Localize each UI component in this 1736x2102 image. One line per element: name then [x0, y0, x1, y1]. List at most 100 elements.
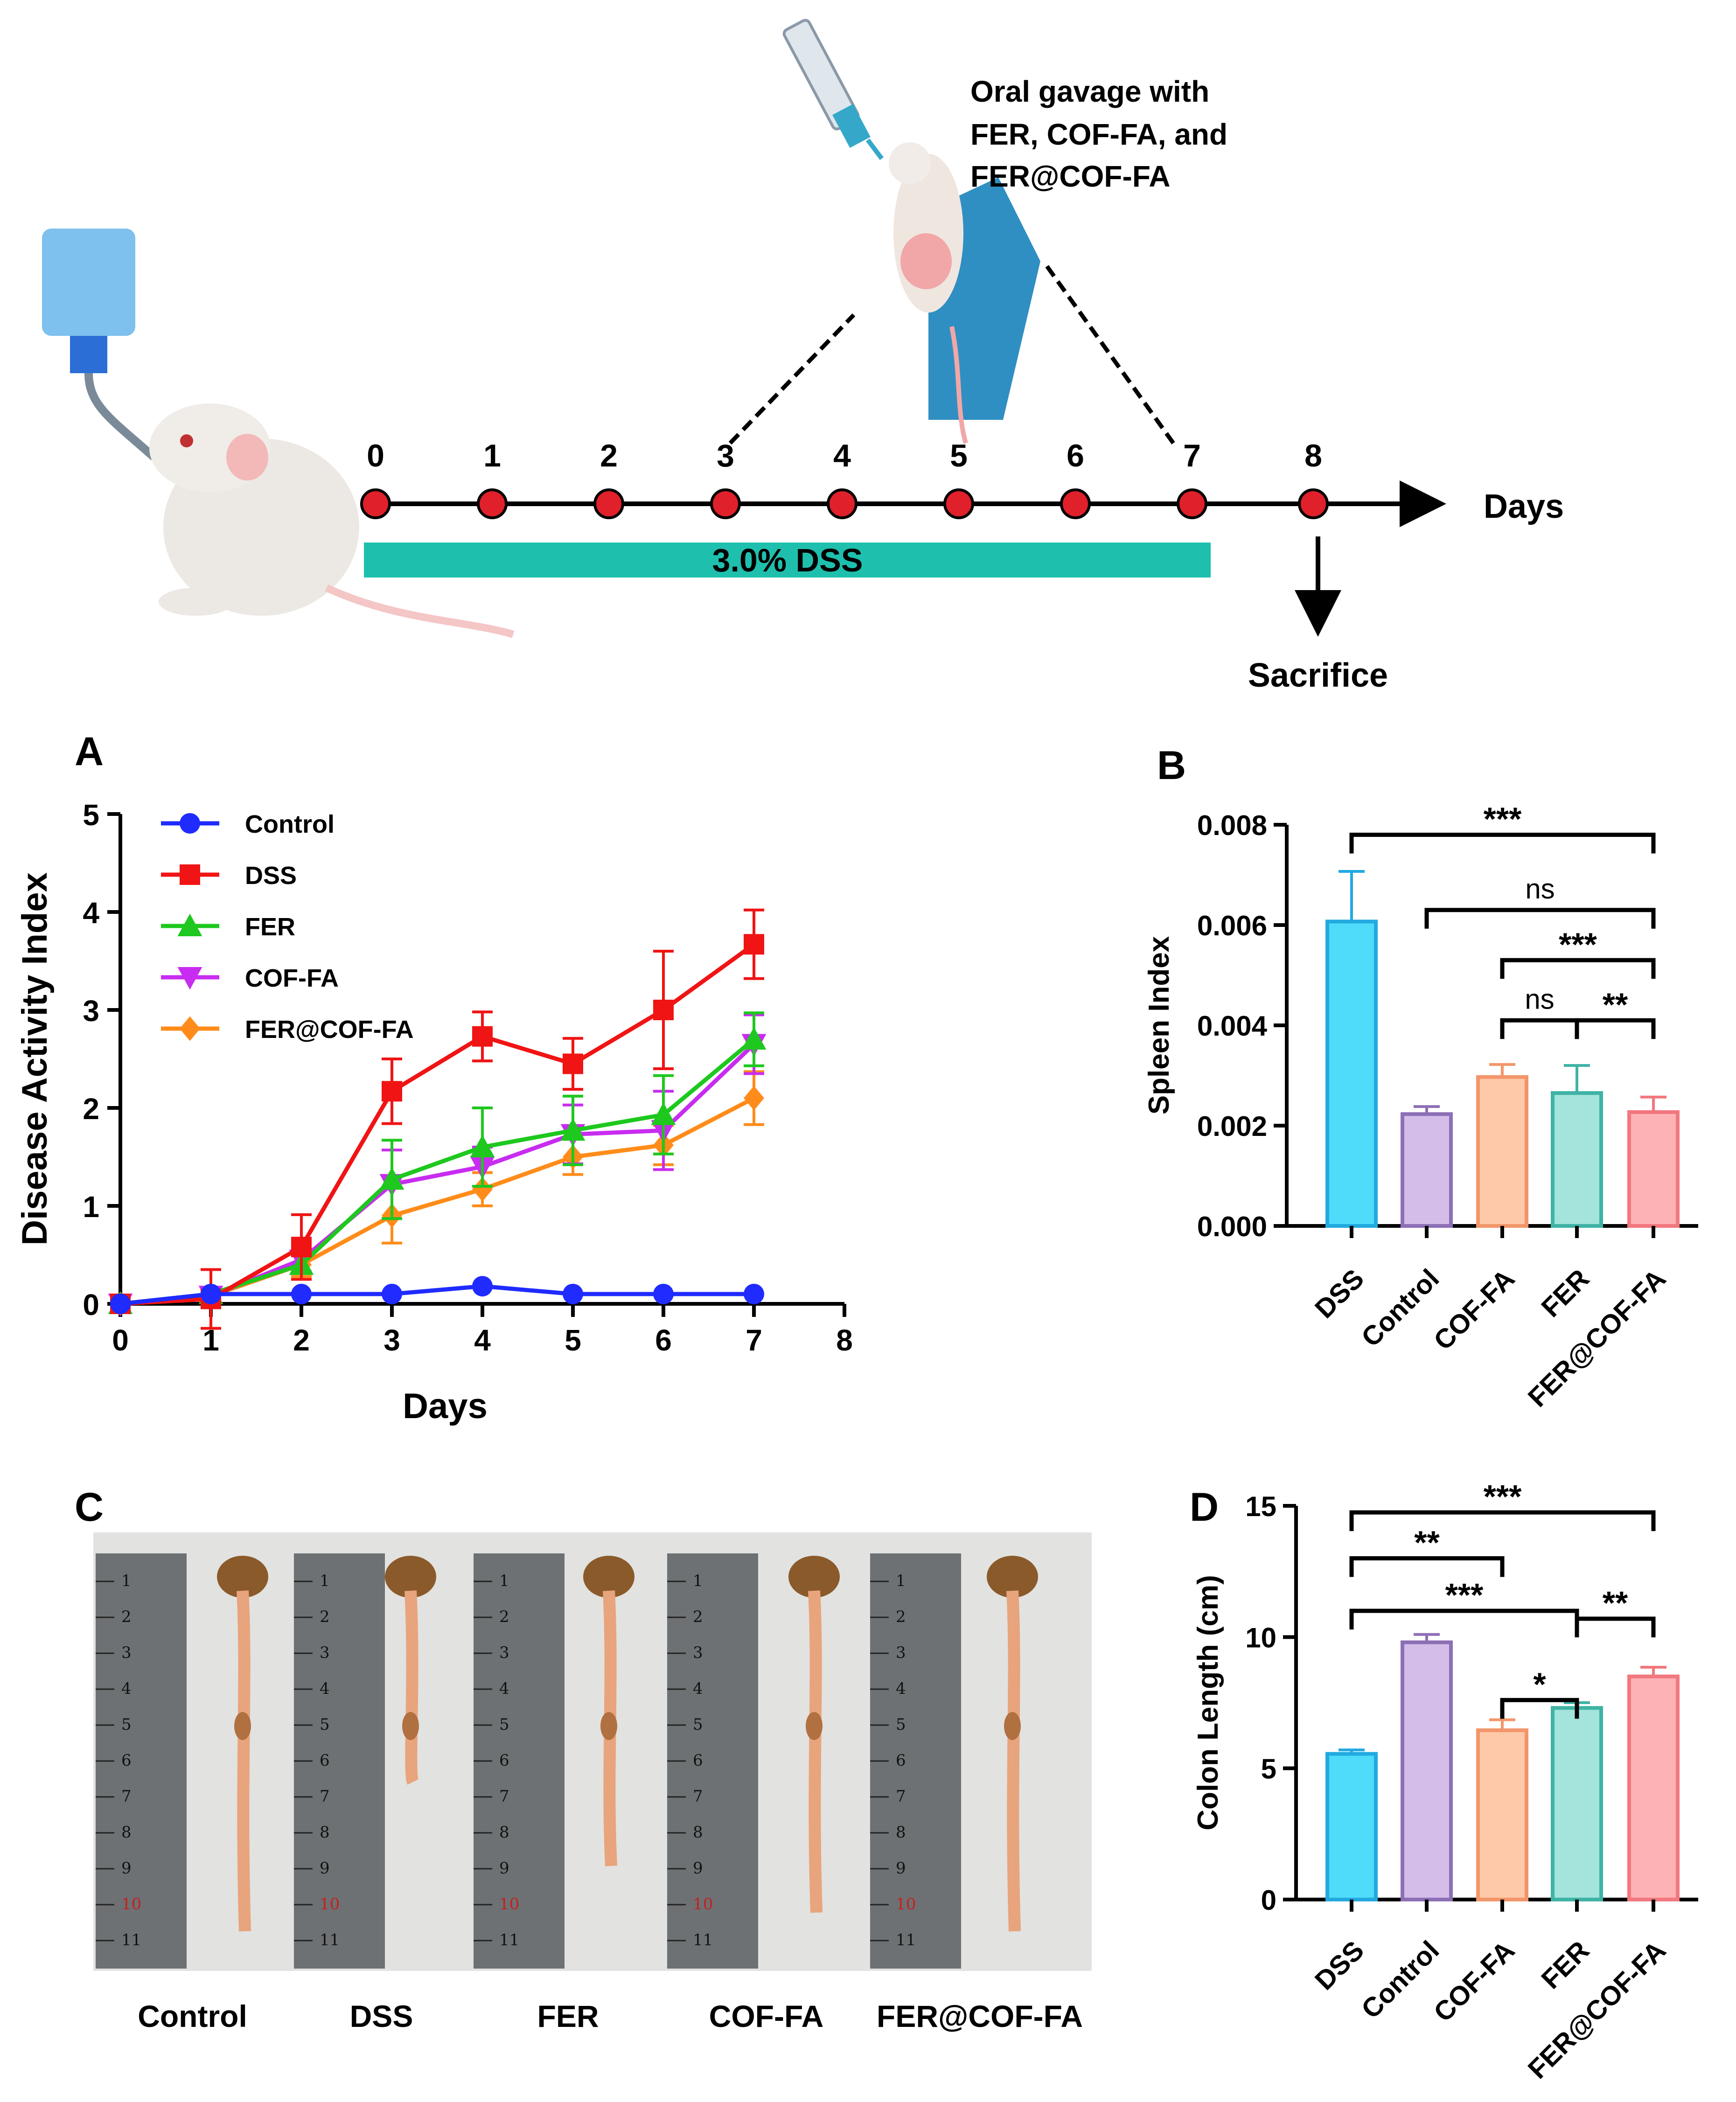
a-legend-marker-fercoffa [180, 1016, 200, 1041]
b-sig-bracket-3 [1500, 1018, 1579, 1039]
a-y-tick-label: 1 [83, 1190, 99, 1224]
b-bar-1 [1401, 1112, 1453, 1228]
c-specimen-2: 1 2 3 4 5 6 7 8 9 10 11 FER [474, 1553, 634, 2033]
d-sig-bracket-0 [1349, 1510, 1656, 1531]
c-ruler-number: 1 [693, 1572, 703, 1590]
b-sig-label-0: *** [1484, 801, 1522, 837]
a-point-control-5 [563, 1284, 583, 1304]
a-x-tick-label: 2 [293, 1323, 310, 1357]
a-legend-label-coffa: COF-FA [245, 964, 339, 992]
a-point-control-6 [653, 1284, 674, 1304]
c-ruler-number: 10 [320, 1895, 340, 1914]
d-sig-bracket-4 [1500, 1698, 1579, 1719]
c-photo-label-4: FER@COF-FA [877, 1999, 1083, 2033]
c-ruler-number: 8 [499, 1823, 509, 1842]
c-ruler-number: 7 [121, 1787, 132, 1806]
dss-duration-band [364, 543, 1211, 578]
a-point-fer-7 [741, 1027, 767, 1050]
a-point-dss-2 [291, 1237, 312, 1258]
d-sig-label-0: *** [1484, 1478, 1522, 1515]
timeline-day-dot-2 [593, 488, 624, 519]
timeline-day-dot-0 [360, 488, 391, 519]
c-ruler-number: 3 [499, 1643, 509, 1662]
c-cecum [583, 1556, 634, 1598]
b-y-tick-label: 0.006 [1197, 910, 1267, 941]
gavage-start-dashed-line [728, 313, 856, 445]
a-x-tick-label: 6 [655, 1323, 672, 1357]
panel-b-bar-chart: 0.000 0.002 0.004 0.006 0.008 Spleen Index DSS… [1143, 801, 1698, 1413]
d-sig-label-4: * [1533, 1666, 1546, 1702]
a-point-dss-6 [653, 1000, 674, 1020]
c-ruler-number: 4 [121, 1679, 132, 1698]
timeline-day-dot-6 [1060, 488, 1091, 519]
b-sig-label-2: *** [1559, 926, 1597, 962]
c-colon [808, 1590, 823, 1913]
c-ruler-number: 5 [121, 1715, 132, 1734]
d-sig-bracket-2 [1349, 1608, 1579, 1630]
b-y-tick-label: 0.000 [1197, 1211, 1267, 1242]
c-ruler-number: 2 [320, 1608, 330, 1626]
timeline-day-dot-4 [827, 488, 858, 519]
a-legend-label-dss: DSS [245, 862, 297, 890]
d-y-tick-label: 15 [1245, 1491, 1276, 1522]
c-ruler-number: 9 [121, 1859, 132, 1878]
a-x-tick-label: 7 [746, 1323, 762, 1357]
c-ruler-number: 9 [499, 1859, 509, 1878]
c-cecum [788, 1556, 840, 1598]
timeline-day-dot-1 [477, 488, 508, 519]
c-colon [237, 1590, 251, 1932]
a-y-tick-label: 5 [83, 798, 99, 832]
syringe-gavage-icon [782, 19, 884, 160]
d-bar-4 [1627, 1674, 1680, 1902]
a-y-tick-label: 0 [83, 1288, 99, 1322]
c-ruler-number: 11 [121, 1931, 141, 1949]
c-ruler-number: 7 [693, 1787, 703, 1806]
timeline-day-dot-7 [1177, 488, 1207, 519]
b-y-tick-label: 0.002 [1197, 1111, 1267, 1142]
a-x-tick-label: 0 [112, 1323, 129, 1357]
a-point-dss-3 [382, 1081, 402, 1102]
c-cecum [987, 1556, 1038, 1598]
a-point-dss-5 [563, 1053, 583, 1074]
a-point-control-3 [382, 1284, 402, 1304]
timeline-day-label-7: 7 [1183, 438, 1201, 473]
c-photo-label-2: FER [537, 1999, 599, 2033]
c-stool-pellet [234, 1712, 251, 1740]
a-legend-label-fer: FER [245, 913, 295, 941]
c-ruler-number: 7 [320, 1787, 330, 1806]
c-ruler-number: 10 [499, 1895, 519, 1914]
c-ruler-number: 7 [896, 1787, 906, 1806]
d-x-tick-label-3: FER [1535, 1935, 1595, 1995]
c-ruler-number: 1 [896, 1572, 906, 1590]
c-ruler-number: 4 [896, 1679, 906, 1698]
b-sig-bracket-1 [1424, 908, 1656, 929]
a-y-tick-label: 2 [83, 1092, 99, 1126]
b-bar-4 [1627, 1110, 1680, 1228]
a-point-fer-6 [651, 1102, 676, 1125]
c-stool-pellet [600, 1712, 617, 1740]
a-legend-marker-coffa [177, 967, 202, 990]
a-line-dss [120, 942, 755, 1306]
c-ruler-number: 4 [693, 1679, 703, 1698]
b-x-tick-label-0: DSS [1309, 1263, 1370, 1324]
timeline-day-label-5: 5 [950, 438, 968, 473]
c-specimen-3: 1 2 3 4 5 6 7 8 9 10 11 COF-FA [667, 1553, 840, 2033]
timeline-day-label-8: 8 [1304, 438, 1322, 473]
b-x-tick-label-1: Control [1355, 1263, 1445, 1353]
c-ruler-number: 11 [896, 1931, 916, 1949]
d-sig-label-3: ** [1603, 1585, 1628, 1621]
c-ruler-number: 3 [896, 1643, 906, 1662]
a-point-fer-5 [560, 1118, 586, 1141]
a-point-dss-7 [744, 934, 764, 955]
d-bar-1 [1401, 1640, 1453, 1901]
c-ruler-number: 8 [693, 1823, 703, 1842]
c-specimen-1: 1 2 3 4 5 6 7 8 9 10 11 DSS [294, 1553, 436, 2033]
c-ruler-number: 3 [693, 1643, 703, 1662]
d-bar-2 [1476, 1728, 1528, 1902]
c-ruler-number: 5 [896, 1715, 906, 1734]
c-photo-label-1: DSS [350, 1999, 413, 2033]
c-ruler-number: 8 [896, 1823, 906, 1842]
a-legend-marker-dss [180, 864, 200, 885]
c-ruler-number: 6 [499, 1751, 509, 1770]
